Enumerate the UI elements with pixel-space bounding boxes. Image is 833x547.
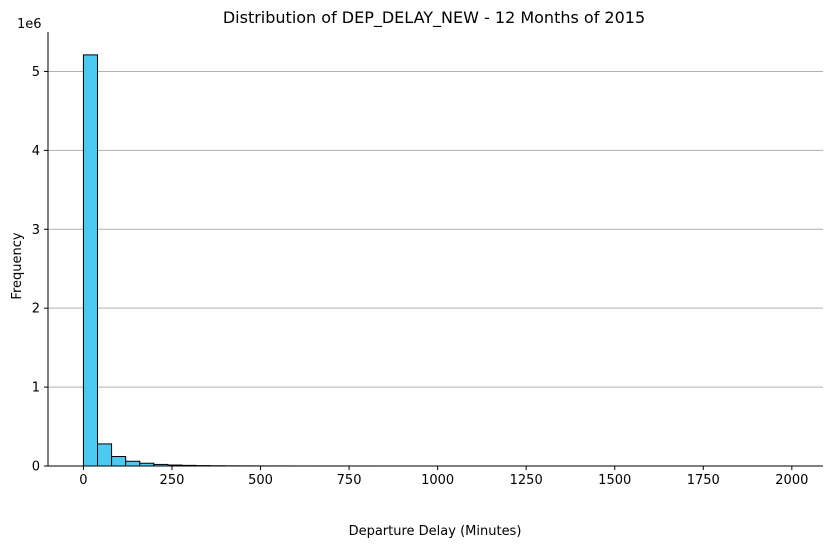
x-tick-label-7: 1750 (687, 473, 720, 488)
x-tick-label-2: 500 (248, 473, 273, 488)
x-ticks: 0 250 500 750 1000 1250 1500 1750 2000 (79, 466, 808, 488)
histogram-bar-2 (111, 456, 127, 467)
histogram-bars (82, 54, 789, 467)
x-tick-label-8: 2000 (775, 473, 808, 488)
chart-title: Distribution of DEP_DELAY_NEW - 12 Month… (223, 8, 645, 28)
histogram-bar-3 (125, 460, 141, 467)
x-tick-label-5: 1250 (510, 473, 543, 488)
y-tick-label-5: 5 (32, 65, 40, 80)
y-tick-label-1: 1 (32, 381, 40, 396)
y-tick-label-0: 0 (32, 460, 40, 475)
y-tick-label-4: 4 (32, 144, 40, 159)
y-axis-label: Frequency (10, 232, 25, 299)
x-tick-label-4: 1000 (421, 473, 454, 488)
x-tick-label-1: 250 (160, 473, 185, 488)
histogram-bar-1 (97, 443, 113, 467)
x-tick-label-3: 750 (337, 473, 362, 488)
histogram-bar-0 (82, 54, 99, 467)
x-tick-label-6: 1500 (598, 473, 631, 488)
x-axis-label: Departure Delay (Minutes) (349, 524, 522, 539)
y-gridlines (48, 70, 823, 388)
y-scale-label: 1e6 (17, 17, 42, 32)
axes (47, 32, 823, 467)
y-tick-label-2: 2 (32, 302, 40, 317)
y-ticks: 0 1 2 3 4 5 (32, 65, 48, 475)
y-tick-label-3: 3 (32, 223, 40, 238)
x-tick-label-0: 0 (79, 473, 87, 488)
